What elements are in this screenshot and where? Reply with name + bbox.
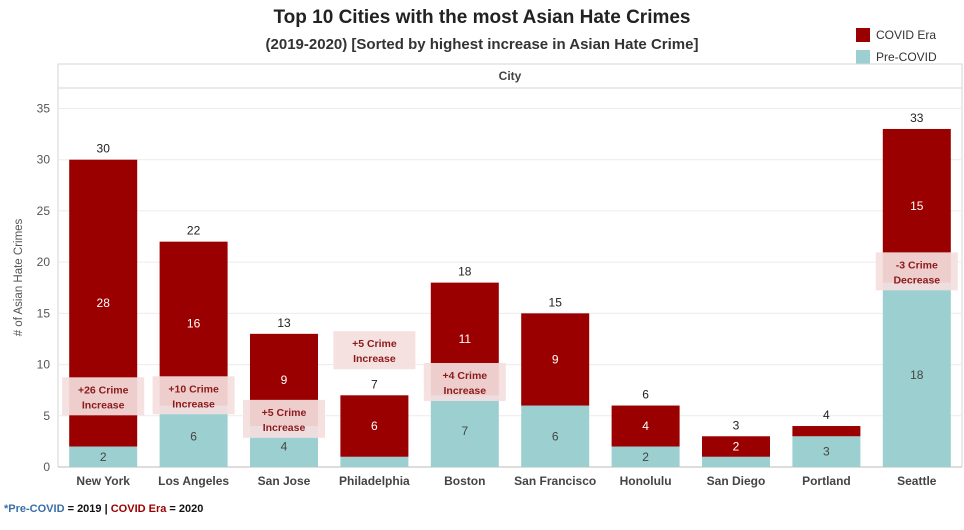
bar-pre-covid-label: 2 (642, 450, 649, 464)
bar-covid-era-label: 16 (187, 317, 201, 331)
y-tick-label: 35 (37, 101, 51, 115)
bar-covid-era-label: 11 (459, 332, 472, 346)
footnote-star: * (4, 503, 9, 515)
legend-swatch-covid (856, 28, 870, 42)
y-tick-label: 25 (37, 204, 51, 218)
bar-total-label: 33 (910, 111, 924, 125)
bar-covid-era-label: 9 (281, 373, 288, 387)
annotation-line-2: Increase (263, 422, 306, 434)
bar-pre-covid (521, 405, 590, 467)
y-tick-label: 20 (37, 255, 51, 269)
legend: COVID Era Pre-COVID (856, 24, 937, 68)
bar-covid-era-label: 2 (733, 440, 740, 454)
y-tick-label: 10 (37, 358, 51, 372)
annotation-line-1: +4 Crime (442, 370, 487, 382)
x-tick-label: Seattle (897, 474, 937, 488)
annotation-box (875, 252, 958, 291)
bar-covid-era-label: 9 (552, 352, 559, 366)
bar-pre-covid (792, 436, 861, 467)
bar-covid-era (521, 313, 590, 406)
footnote-eq2: = 2020 (166, 503, 204, 515)
footnote-eq1: = 2019 | (64, 503, 111, 515)
annotation-line-1: +5 Crime (262, 407, 307, 419)
bar-pre-covid (340, 456, 409, 467)
legend-item-pre: Pre-COVID (856, 46, 937, 68)
bar-pre-covid-label: 18 (910, 368, 924, 382)
footnote: *Pre-COVID = 2019 | COVID Era = 2020 (4, 503, 203, 515)
annotation-line-1: +10 Crime (168, 383, 219, 395)
bar-pre-covid-label: 7 (461, 424, 468, 438)
legend-label-covid: COVID Era (876, 28, 937, 42)
bar-covid-era (340, 395, 409, 457)
bar-chart: City 0 5 10 15 20 25 30 35 # of Asian Hate Crimes… (13, 63, 963, 488)
annotation-line-1: +5 Crime (352, 338, 397, 350)
bar-pre-covid (430, 395, 499, 467)
bar-pre-covid-label: 3 (823, 445, 830, 459)
annotation-line-1: +26 Crime (78, 384, 129, 396)
x-tick-label: Portland (802, 474, 851, 488)
bar-covid-era-label: 6 (371, 419, 378, 433)
bar-total-label: 6 (642, 388, 649, 402)
y-tick-label: 30 (37, 153, 51, 167)
annotation-line-2: Increase (82, 399, 125, 411)
chart-subtitle: (2019-2020) [Sorted by highest increase … (265, 36, 699, 53)
bar-pre-covid (611, 446, 680, 467)
bar-total-label: 7 (371, 377, 378, 391)
bar-total-label: 30 (97, 142, 111, 156)
bar-total-label: 22 (187, 224, 201, 238)
bar-total-label: 4 (823, 408, 830, 422)
annotation-line-2: Increase (172, 398, 215, 410)
bar-covid-era (792, 426, 861, 437)
x-tick-label: Boston (444, 474, 485, 488)
legend-item-covid: COVID Era (856, 24, 937, 46)
x-tick-label: Los Angeles (158, 474, 229, 488)
annotation-box (152, 376, 235, 415)
bar-covid-era-label: 28 (97, 296, 111, 310)
legend-swatch-pre (856, 50, 870, 64)
y-axis-label: # of Asian Hate Crimes (13, 218, 25, 336)
footnote-covid: COVID Era (110, 503, 167, 515)
bar-pre-covid (882, 282, 951, 467)
annotation-line-1: -3 Crime (896, 259, 938, 271)
annotation-box (423, 362, 506, 401)
annotation-line-2: Increase (443, 385, 486, 397)
x-tick-label: San Francisco (514, 474, 596, 488)
bar-total-label: 13 (277, 316, 291, 330)
bar-pre-covid-label: 6 (552, 429, 559, 443)
bar-total-label: 18 (458, 265, 472, 279)
y-tick-label: 15 (37, 306, 51, 320)
bar-pre-covid (702, 456, 770, 467)
bar-pre-covid (159, 405, 228, 467)
bar-total-label: 15 (549, 295, 563, 309)
chart-title: Top 10 Cities with the most Asian Hate C… (273, 7, 691, 28)
x-tick-label: San Jose (258, 474, 311, 488)
bar-pre-covid-label: 4 (281, 440, 288, 454)
x-tick-label: New York (76, 474, 130, 488)
bar-pre-covid-label: 6 (190, 429, 197, 443)
x-tick-label: Honolulu (620, 474, 672, 488)
y-tick-label: 0 (43, 460, 50, 474)
bar-covid-era-label: 15 (910, 199, 924, 213)
x-axis-title: City (499, 69, 522, 83)
legend-label-pre: Pre-COVID (876, 50, 937, 64)
bar-covid-era (611, 405, 680, 447)
bar-pre-covid (69, 446, 138, 467)
annotation-box (333, 331, 416, 370)
bar-total-label: 3 (733, 418, 740, 432)
y-tick-label: 5 (43, 409, 50, 423)
bar-covid-era (702, 436, 770, 457)
bar-pre-covid-label: 2 (100, 450, 107, 464)
annotation-box (243, 399, 325, 438)
x-tick-label: Philadelphia (339, 474, 410, 488)
footnote-pre: Pre-COVID (8, 503, 65, 515)
annotation-line-2: Increase (353, 353, 396, 365)
annotation-box (62, 377, 145, 416)
x-tick-label: San Diego (707, 474, 766, 488)
annotation-line-2: Decrease (893, 274, 940, 286)
bar-covid-era-label: 4 (642, 419, 649, 433)
